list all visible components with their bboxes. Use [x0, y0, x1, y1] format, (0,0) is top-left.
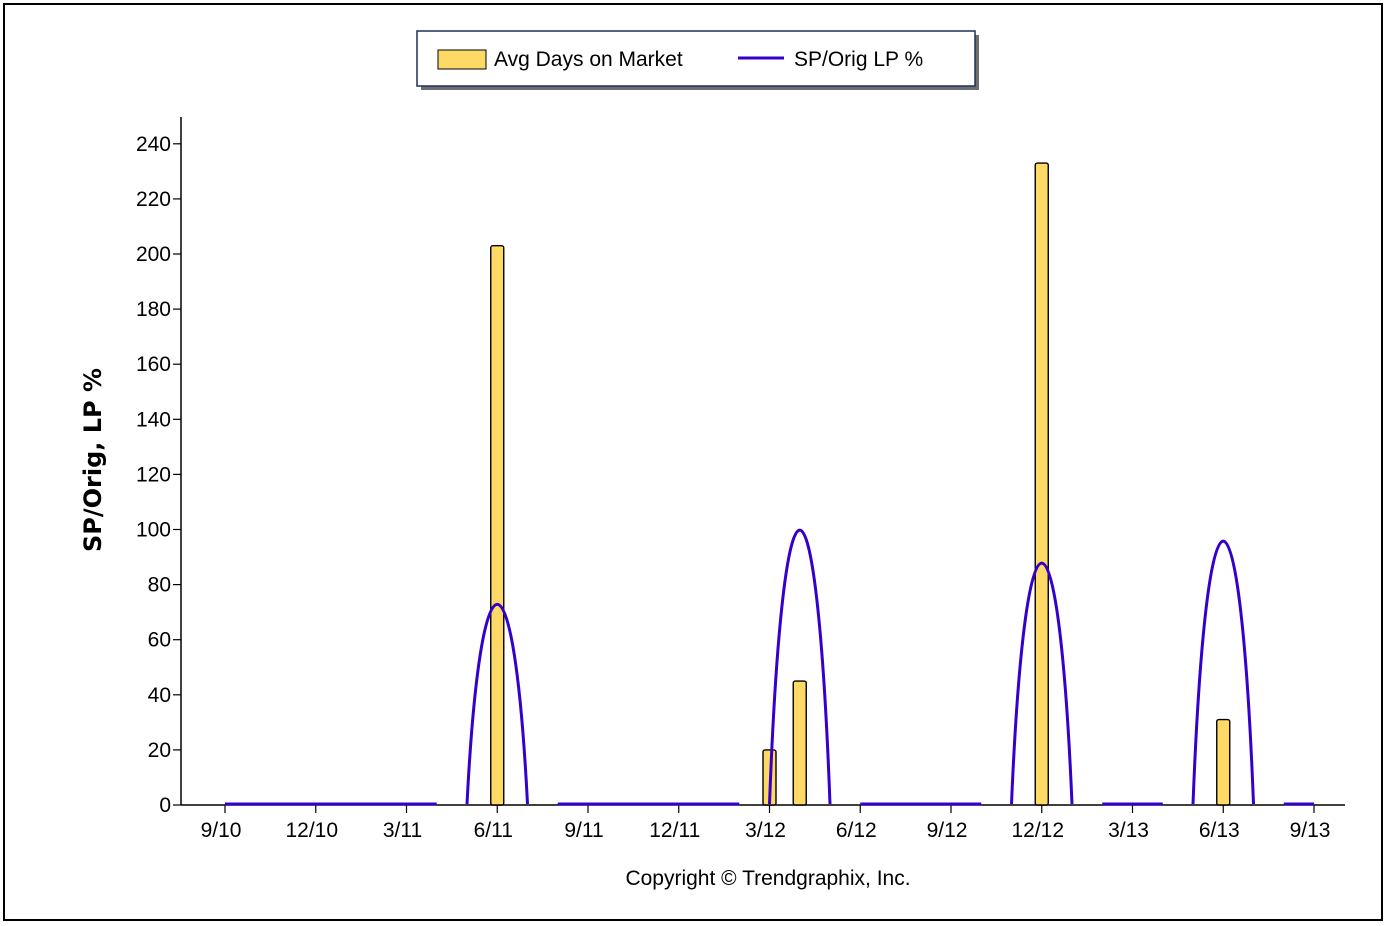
y-tick-label: 20 — [148, 739, 171, 762]
y-tick-label: 40 — [148, 684, 171, 707]
y-tick-label: 160 — [136, 353, 171, 376]
y-tick-label: 220 — [136, 188, 171, 211]
bar-avg-days — [490, 245, 505, 806]
x-axis-ticks: 9/10 12/10 3/11 6/11 9/11 12/11 3/12 6/12 9/12 12… — [201, 805, 1331, 842]
y-tick-label: 80 — [148, 574, 171, 597]
line-point-sp-orig — [465, 602, 529, 805]
y-tick-label: 240 — [136, 133, 171, 156]
x-tick-label: 12/10 — [285, 819, 338, 842]
y-axis-label: SP/Orig, LP % — [79, 368, 107, 552]
x-tick-label: 9/12 — [927, 819, 968, 842]
bar-avg-days — [1034, 162, 1049, 806]
copyright-note: Copyright © Trendgraphix, Inc. — [625, 867, 910, 890]
bars-avg-days — [490, 162, 1231, 806]
x-tick-label: 6/11 — [474, 819, 513, 842]
legend-swatch-avg-days — [437, 49, 487, 70]
legend-label-avg-days: Avg Days on Market — [494, 48, 683, 71]
line-point-sp-orig — [1010, 561, 1074, 805]
x-tick-label: 6/13 — [1199, 819, 1240, 842]
legend-box — [416, 30, 976, 87]
x-tick-label: 3/13 — [1108, 819, 1149, 842]
x-tick-label: 3/12 — [745, 819, 786, 842]
x-tick-label: 9/13 — [1290, 819, 1331, 842]
x-tick-label: 6/12 — [836, 819, 877, 842]
legend: Avg Days on Market SP/Orig LP % — [416, 30, 979, 90]
bar-avg-days — [1216, 718, 1231, 806]
y-tick-label: 100 — [136, 519, 171, 542]
x-tick-label: 3/11 — [383, 819, 422, 842]
x-tick-label: 12/11 — [649, 819, 700, 842]
chart-frame — [3, 3, 1383, 921]
y-tick-label: 140 — [136, 408, 171, 431]
line-sp-orig — [225, 528, 1314, 806]
line-point-sp-orig — [768, 528, 832, 805]
y-tick-label: 200 — [136, 243, 171, 266]
x-tick-label: 9/11 — [564, 819, 603, 842]
line-point-sp-orig — [1191, 539, 1255, 805]
x-tick-label: 9/10 — [201, 819, 242, 842]
x-tick-label: 12/12 — [1011, 819, 1064, 842]
y-tick-label: 60 — [148, 629, 171, 652]
bar-avg-days — [792, 680, 807, 806]
y-tick-label: 120 — [136, 463, 171, 486]
legend-label-sp-orig: SP/Orig LP % — [794, 48, 923, 71]
axes — [180, 117, 1345, 806]
y-axis-ticks: 0 20 40 60 80 100 120 140 160 180 200 220 240 — [136, 133, 181, 817]
y-tick-label: 0 — [159, 794, 171, 817]
y-tick-label: 180 — [136, 298, 171, 321]
